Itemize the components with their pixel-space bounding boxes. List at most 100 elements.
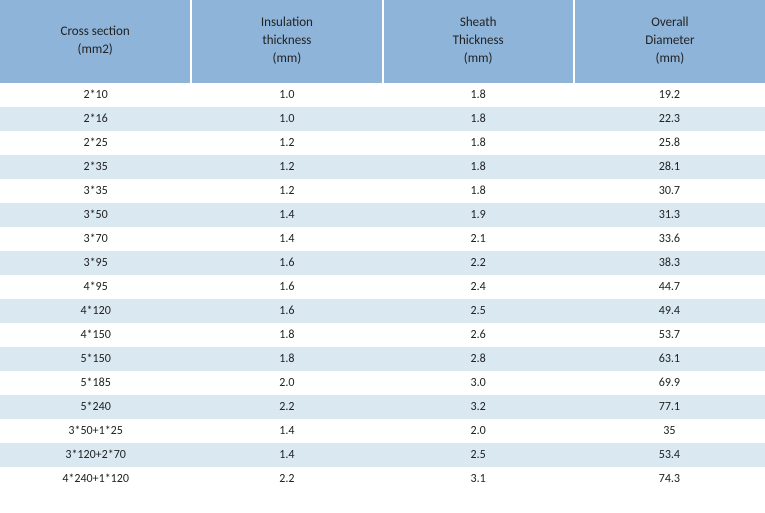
table-cell: 1.8 xyxy=(383,83,574,107)
table-cell: 2*35 xyxy=(0,155,191,179)
table-cell: 3*35 xyxy=(0,179,191,203)
table-cell: 1.6 xyxy=(191,251,382,275)
table-cell: 2.5 xyxy=(383,299,574,323)
table-cell: 4*95 xyxy=(0,275,191,299)
table-row: 5*1501.82.863.1 xyxy=(0,347,765,371)
table-cell: 2.0 xyxy=(383,419,574,443)
table-cell: 1.2 xyxy=(191,179,382,203)
table-row: 4*951.62.444.7 xyxy=(0,275,765,299)
table-cell: 3.2 xyxy=(383,395,574,419)
header-overall-diameter: Overall Diameter (mm) xyxy=(574,0,765,83)
header-text: Cross section xyxy=(8,23,182,41)
table-row: 3*120+2*701.42.553.4 xyxy=(0,443,765,467)
table-row: 3*951.62.238.3 xyxy=(0,251,765,275)
table-cell: 1.4 xyxy=(191,203,382,227)
table-row: 3*351.21.830.7 xyxy=(0,179,765,203)
table-cell: 1.2 xyxy=(191,131,382,155)
table-cell: 25.8 xyxy=(574,131,765,155)
table-row: 5*2402.23.277.1 xyxy=(0,395,765,419)
table-cell: 1.8 xyxy=(191,323,382,347)
table-row: 2*251.21.825.8 xyxy=(0,131,765,155)
table-cell: 1.6 xyxy=(191,299,382,323)
table-cell: 3*50 xyxy=(0,203,191,227)
table-cell: 49.4 xyxy=(574,299,765,323)
header-text: thickness xyxy=(200,32,373,50)
table-cell: 30.7 xyxy=(574,179,765,203)
header-text: (mm) xyxy=(392,50,565,68)
table-cell: 53.7 xyxy=(574,323,765,347)
table-cell: 4*120 xyxy=(0,299,191,323)
table-cell: 1.0 xyxy=(191,83,382,107)
table-cell: 1.8 xyxy=(191,347,382,371)
table-row: 2*101.01.819.2 xyxy=(0,83,765,107)
table-row: 4*1201.62.549.4 xyxy=(0,299,765,323)
header-text: Overall xyxy=(583,14,757,32)
table-cell: 2.2 xyxy=(383,251,574,275)
table-cell: 3*70 xyxy=(0,227,191,251)
table-cell: 1.8 xyxy=(383,155,574,179)
table-cell: 3*50+1*25 xyxy=(0,419,191,443)
table-row: 2*161.01.822.3 xyxy=(0,107,765,131)
table-cell: 1.4 xyxy=(191,443,382,467)
table-cell: 22.3 xyxy=(574,107,765,131)
table-cell: 28.1 xyxy=(574,155,765,179)
table-row: 3*50+1*251.42.035 xyxy=(0,419,765,443)
table-cell: 1.8 xyxy=(383,131,574,155)
table-cell: 69.9 xyxy=(574,371,765,395)
table-cell: 77.1 xyxy=(574,395,765,419)
table-cell: 2.6 xyxy=(383,323,574,347)
table-cell: 2.2 xyxy=(191,467,382,491)
header-sheath-thickness: Sheath Thickness (mm) xyxy=(383,0,574,83)
table-cell: 2.4 xyxy=(383,275,574,299)
table-cell: 3.0 xyxy=(383,371,574,395)
table-cell: 4*240+1*120 xyxy=(0,467,191,491)
table-cell: 3*95 xyxy=(0,251,191,275)
header-text: Diameter xyxy=(583,32,757,50)
table-cell: 2.2 xyxy=(191,395,382,419)
table-cell: 2.0 xyxy=(191,371,382,395)
table-cell: 38.3 xyxy=(574,251,765,275)
table-cell: 1.4 xyxy=(191,419,382,443)
table-row: 5*1852.03.069.9 xyxy=(0,371,765,395)
table-cell: 1.0 xyxy=(191,107,382,131)
table-cell: 1.2 xyxy=(191,155,382,179)
table-cell: 5*240 xyxy=(0,395,191,419)
header-row: Cross section (mm2) Insulation thickness… xyxy=(0,0,765,83)
table-row: 3*501.41.931.3 xyxy=(0,203,765,227)
table-cell: 3*120+2*70 xyxy=(0,443,191,467)
table-cell: 2.1 xyxy=(383,227,574,251)
table-cell: 33.6 xyxy=(574,227,765,251)
table-row: 4*240+1*1202.23.174.3 xyxy=(0,467,765,491)
header-insulation-thickness: Insulation thickness (mm) xyxy=(191,0,382,83)
header-cross-section: Cross section (mm2) xyxy=(0,0,191,83)
table-cell: 63.1 xyxy=(574,347,765,371)
table-cell: 5*150 xyxy=(0,347,191,371)
table-row: 4*1501.82.653.7 xyxy=(0,323,765,347)
table-cell: 1.8 xyxy=(383,179,574,203)
table-body: 2*101.01.819.22*161.01.822.32*251.21.825… xyxy=(0,83,765,491)
table-cell: 53.4 xyxy=(574,443,765,467)
table-cell: 1.9 xyxy=(383,203,574,227)
table-cell: 31.3 xyxy=(574,203,765,227)
table-header: Cross section (mm2) Insulation thickness… xyxy=(0,0,765,83)
table-cell: 2*10 xyxy=(0,83,191,107)
table-cell: 19.2 xyxy=(574,83,765,107)
header-text: (mm2) xyxy=(8,41,182,59)
table-cell: 44.7 xyxy=(574,275,765,299)
table-row: 3*701.42.133.6 xyxy=(0,227,765,251)
cable-spec-table: Cross section (mm2) Insulation thickness… xyxy=(0,0,765,491)
header-text: (mm) xyxy=(583,50,757,68)
header-text: (mm) xyxy=(200,50,373,68)
header-text: Sheath xyxy=(392,14,565,32)
table-cell: 74.3 xyxy=(574,467,765,491)
table-row: 2*351.21.828.1 xyxy=(0,155,765,179)
table-cell: 4*150 xyxy=(0,323,191,347)
table-cell: 2.5 xyxy=(383,443,574,467)
table-cell: 5*185 xyxy=(0,371,191,395)
table-cell: 35 xyxy=(574,419,765,443)
table-cell: 1.4 xyxy=(191,227,382,251)
header-text: Thickness xyxy=(392,32,565,50)
table-cell: 1.8 xyxy=(383,107,574,131)
header-text: Insulation xyxy=(200,14,373,32)
table-cell: 1.6 xyxy=(191,275,382,299)
